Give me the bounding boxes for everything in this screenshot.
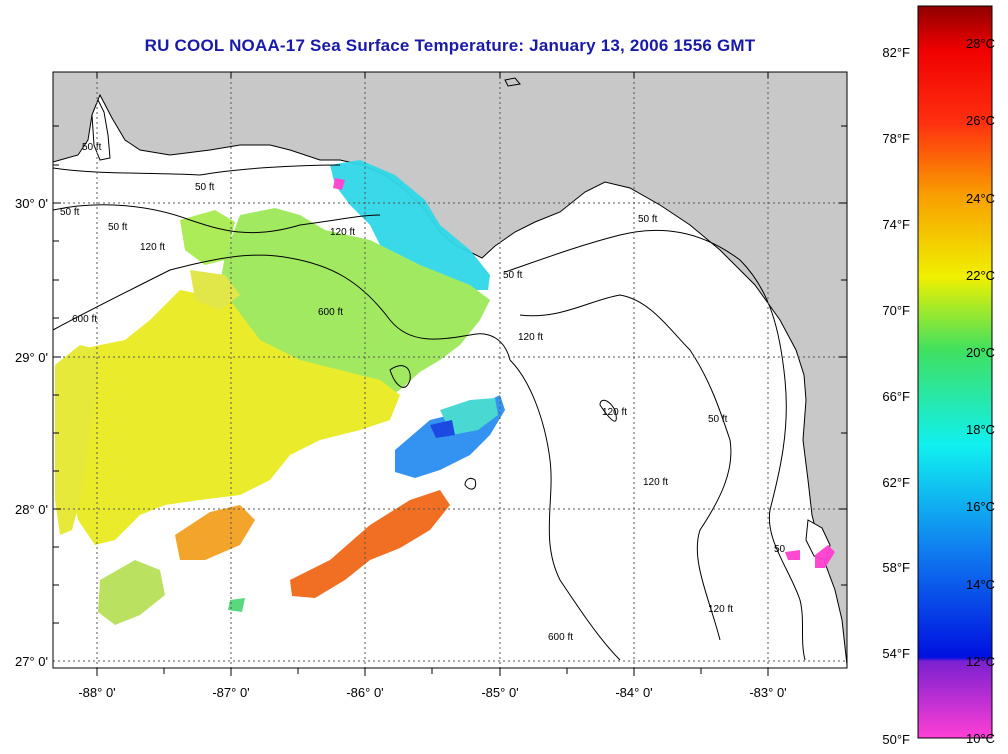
fahrenheit-label: 54°F <box>882 646 910 661</box>
lon-label: -88° 0' <box>78 685 115 700</box>
sst-patch-magenta-tampa2 <box>815 545 835 568</box>
contour-labels: 50 ft 50 ft 50 ft 50 ft 120 ft 120 ft 60… <box>60 142 786 643</box>
fahrenheit-label: 50°F <box>882 732 910 747</box>
sst-patch-green-lower <box>98 560 165 625</box>
lat-label: 28° 0' <box>15 502 48 517</box>
contour-label: 50 ft <box>638 214 658 225</box>
sst-patch-redorange <box>290 490 450 598</box>
sst-patch-yellow-west-strip <box>55 345 100 535</box>
lat-label: 30° 0' <box>15 196 48 211</box>
lon-label: -83° 0' <box>749 685 786 700</box>
colorbar-celsius-labels: 28°C 26°C 24°C 22°C 20°C 18°C 16°C 14°C … <box>966 36 995 746</box>
sst-data-layer <box>55 160 835 625</box>
contour-label: 120 ft <box>518 332 543 343</box>
contour-label: 50 ft <box>82 142 102 153</box>
fahrenheit-label: 58°F <box>882 560 910 575</box>
celsius-label: 26°C <box>966 113 995 128</box>
fahrenheit-label: 66°F <box>882 389 910 404</box>
contour-label: 120 ft <box>643 477 668 488</box>
fahrenheit-label: 74°F <box>882 217 910 232</box>
land-mobile-bay <box>91 98 111 161</box>
celsius-label: 22°C <box>966 268 995 283</box>
land-island <box>504 77 521 87</box>
map-title: RU COOL NOAA-17 Sea Surface Temperature:… <box>144 36 756 55</box>
lat-label: 29° 0' <box>15 350 48 365</box>
frame-ticks <box>53 72 847 676</box>
contour-600ft-south <box>509 359 621 661</box>
colorbar-fahrenheit-labels: 82°F 78°F 74°F 70°F 66°F 62°F 58°F 54°F … <box>882 45 910 747</box>
contour-50ft-west <box>53 164 341 176</box>
contour-label: 50 ft <box>708 414 728 425</box>
contour-label: 120 ft <box>708 604 733 615</box>
bathymetry-contours <box>53 164 806 661</box>
map-frame <box>52 71 848 669</box>
contour-ring-2 <box>464 477 477 490</box>
lon-label: -86° 0' <box>346 685 383 700</box>
celsius-label: 18°C <box>966 422 995 437</box>
colorbar <box>917 5 993 739</box>
celsius-label: 20°C <box>966 345 995 360</box>
celsius-label: 10°C <box>966 731 995 746</box>
sst-patch-blue-spot <box>430 420 455 438</box>
contour-120ft-west <box>53 204 381 234</box>
contour-label: 50 ft <box>108 222 128 233</box>
fahrenheit-label: 78°F <box>882 131 910 146</box>
fahrenheit-label: 70°F <box>882 303 910 318</box>
contour-label: 50 ft <box>60 207 80 218</box>
longitude-labels: -88° 0' -87° 0' -86° 0' -85° 0' -84° 0' … <box>78 685 786 700</box>
sst-patch-magenta-north <box>333 178 345 190</box>
contour-label: 50 ft <box>503 270 523 281</box>
graticule <box>53 72 847 668</box>
lon-label: -85° 0' <box>481 685 518 700</box>
fahrenheit-label: 82°F <box>882 45 910 60</box>
celsius-label: 12°C <box>966 654 995 669</box>
contour-label: 50 ft <box>195 182 215 193</box>
sst-patch-cyan-east <box>440 398 498 435</box>
celsius-label: 14°C <box>966 577 995 592</box>
contour-label: 120 ft <box>602 407 627 418</box>
celsius-label: 24°C <box>966 191 995 206</box>
lon-label: -84° 0' <box>615 685 652 700</box>
contour-label: 50 <box>774 544 786 555</box>
sst-patch-cyan-bigbend <box>330 160 490 290</box>
celsius-label: 16°C <box>966 499 995 514</box>
sst-patch-green-north <box>180 210 235 265</box>
contour-ring-3 <box>599 399 617 422</box>
lat-label: 27° 0' <box>15 654 48 669</box>
contour-label: 600 ft <box>72 314 97 325</box>
sst-patch-orange-south <box>175 505 255 560</box>
sst-patch-green-cluster <box>228 598 245 612</box>
contour-600ft <box>53 254 511 361</box>
contour-label: 120 ft <box>140 242 165 253</box>
sst-patch-yellow-small <box>190 270 240 310</box>
contour-label: 600 ft <box>548 632 573 643</box>
land-gulf-coast <box>53 72 847 666</box>
contour-label: 120 ft <box>330 227 355 238</box>
lon-label: -87° 0' <box>212 685 249 700</box>
latitude-labels: 30° 0' 29° 0' 28° 0' 27° 0' <box>15 196 48 669</box>
celsius-label: 28°C <box>966 36 995 51</box>
contour-ring-1 <box>389 365 411 388</box>
contour-label: 600 ft <box>318 307 343 318</box>
contour-50ft-east <box>504 229 806 661</box>
fahrenheit-label: 62°F <box>882 475 910 490</box>
sst-patch-yellow-central <box>55 290 400 545</box>
contour-120ft-east <box>519 294 732 641</box>
sst-patch-magenta-tampa <box>785 550 800 560</box>
